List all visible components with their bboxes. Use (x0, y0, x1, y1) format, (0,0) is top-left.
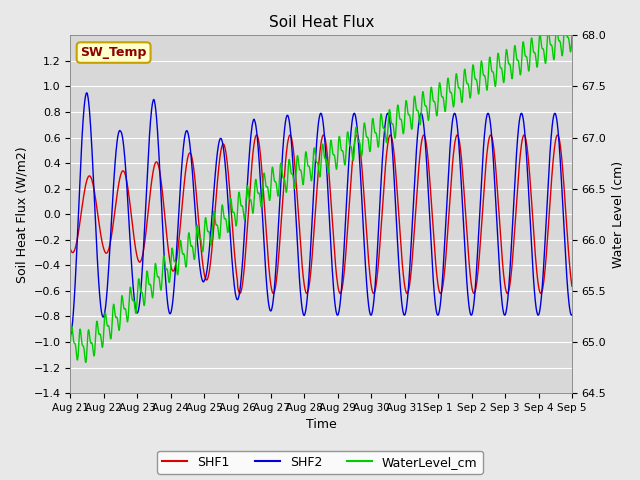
WaterLevel_cm (561, 20, 569, 25)
SHF2 (509, 218, 516, 224)
Y-axis label: Water Level (cm): Water Level (cm) (612, 161, 625, 268)
X-axis label: Time: Time (306, 419, 337, 432)
SHF1 (234, 286, 242, 292)
Line: SHF2: SHF2 (70, 93, 572, 336)
SHF2 (399, 309, 407, 314)
SHF2 (83, 90, 91, 96)
WaterLevel_cm (509, 72, 516, 77)
WaterLevel_cm (179, 250, 186, 255)
SHF2 (465, 299, 472, 304)
SHF1 (465, 256, 473, 262)
WaterLevel_cm (465, 82, 472, 88)
WaterLevel_cm (166, 274, 174, 279)
Line: SHF1: SHF1 (70, 135, 572, 293)
Y-axis label: Soil Heat Flux (W/m2): Soil Heat Flux (W/m2) (15, 146, 28, 283)
Title: Soil Heat Flux: Soil Heat Flux (269, 15, 374, 30)
SHF1 (568, 283, 576, 289)
SHF2 (235, 295, 243, 301)
SHF2 (67, 333, 74, 338)
WaterLevel_cm (67, 339, 74, 345)
SHF2 (179, 156, 186, 162)
SHF2 (568, 312, 576, 318)
SHF2 (166, 311, 174, 317)
Text: SW_Temp: SW_Temp (81, 46, 147, 59)
SHF1 (509, 250, 517, 255)
WaterLevel_cm (568, 33, 576, 38)
SHF1 (67, 246, 74, 252)
WaterLevel_cm (82, 360, 90, 365)
Legend: SHF1, SHF2, WaterLevel_cm: SHF1, SHF2, WaterLevel_cm (157, 451, 483, 474)
SHF1 (399, 271, 407, 277)
SHF1 (337, 290, 344, 296)
SHF1 (166, 257, 173, 263)
SHF1 (353, 132, 361, 138)
Line: WaterLevel_cm: WaterLevel_cm (70, 23, 572, 362)
WaterLevel_cm (399, 130, 407, 135)
WaterLevel_cm (235, 193, 243, 199)
SHF1 (178, 205, 186, 211)
